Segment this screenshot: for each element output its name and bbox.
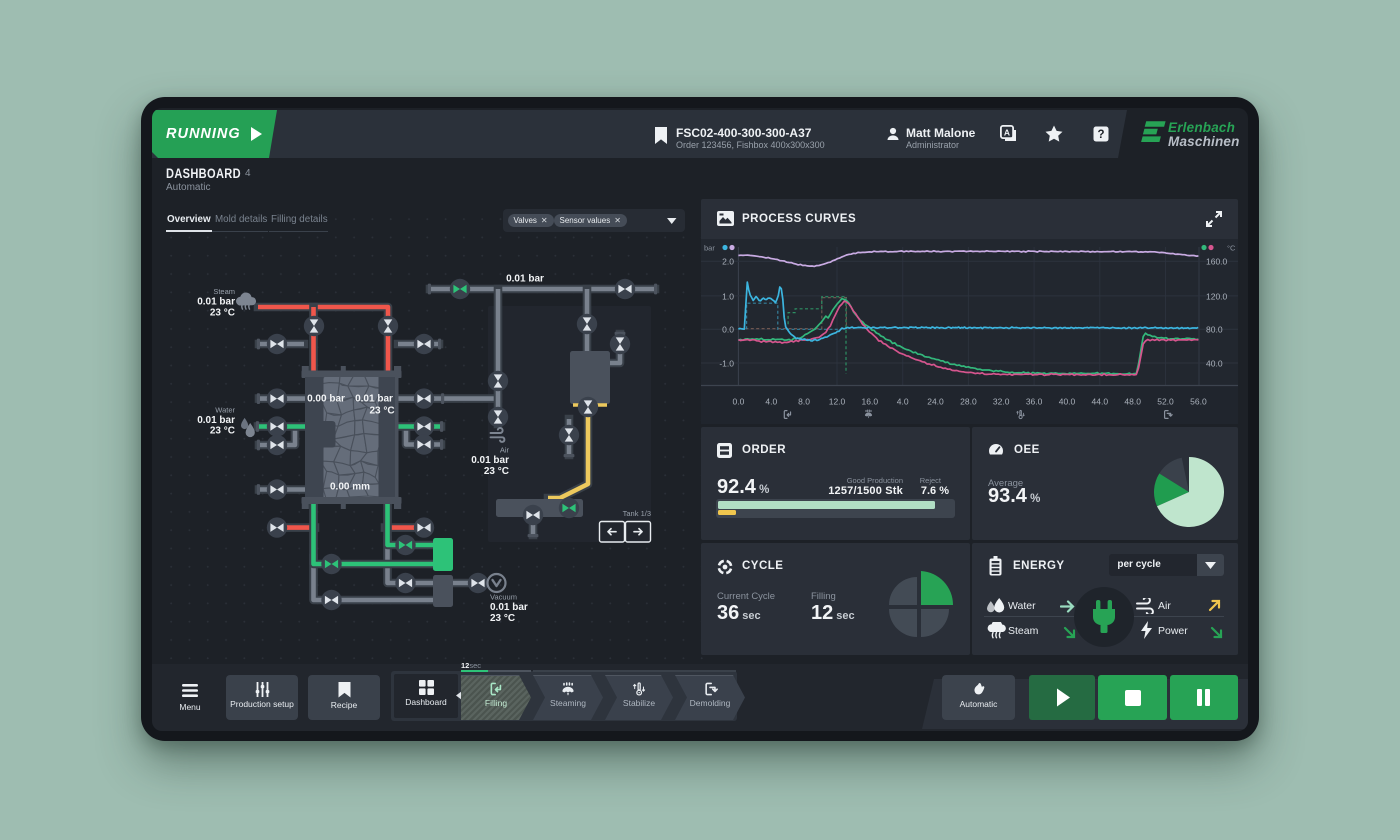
svg-text:23 °C: 23 °C bbox=[210, 308, 235, 319]
svg-text:0.01 bar: 0.01 bar bbox=[490, 602, 528, 613]
svg-text:?: ? bbox=[1097, 129, 1104, 141]
svg-text:0.00 bar: 0.00 bar bbox=[307, 394, 345, 405]
svg-text:A: A bbox=[1004, 128, 1010, 138]
svg-text:23 °C: 23 °C bbox=[484, 466, 509, 477]
svg-text:52.0: 52.0 bbox=[1157, 397, 1174, 407]
svg-text:16.0: 16.0 bbox=[862, 397, 879, 407]
svg-text:24.0: 24.0 bbox=[927, 397, 944, 407]
svg-text:0.01 bar: 0.01 bar bbox=[197, 415, 235, 426]
svg-text:23 °C: 23 °C bbox=[210, 426, 235, 437]
svg-text:8.0: 8.0 bbox=[798, 397, 810, 407]
svg-text:°C: °C bbox=[1227, 244, 1236, 253]
svg-text:Tank 1/3: Tank 1/3 bbox=[623, 509, 651, 518]
svg-text:0.01 bar: 0.01 bar bbox=[506, 274, 544, 285]
svg-text:56.0: 56.0 bbox=[1190, 397, 1207, 407]
svg-text:23 °C: 23 °C bbox=[369, 406, 394, 417]
svg-text:0.0: 0.0 bbox=[732, 397, 744, 407]
svg-text:0.01 bar: 0.01 bar bbox=[355, 394, 393, 405]
svg-text:1.0: 1.0 bbox=[722, 291, 734, 301]
svg-text:4.0: 4.0 bbox=[765, 397, 777, 407]
svg-text:48.0: 48.0 bbox=[1124, 397, 1141, 407]
svg-text:Steam: Steam bbox=[213, 287, 235, 296]
svg-text:40.0: 40.0 bbox=[1206, 358, 1223, 368]
svg-text:Air: Air bbox=[500, 446, 510, 455]
svg-text:36.0: 36.0 bbox=[1026, 397, 1043, 407]
svg-text:0.01 bar: 0.01 bar bbox=[471, 455, 509, 466]
svg-text:28.0: 28.0 bbox=[960, 397, 977, 407]
svg-text:2.0: 2.0 bbox=[722, 257, 734, 267]
svg-text:0.0: 0.0 bbox=[722, 325, 734, 335]
svg-text:Vacuum: Vacuum bbox=[490, 593, 517, 602]
svg-text:0.00 mm: 0.00 mm bbox=[330, 482, 370, 493]
svg-text:0.01 bar: 0.01 bar bbox=[197, 297, 235, 308]
svg-text:40.0: 40.0 bbox=[1059, 397, 1076, 407]
svg-text:12.0: 12.0 bbox=[829, 397, 846, 407]
svg-text:bar: bar bbox=[704, 244, 715, 253]
svg-text:80.0: 80.0 bbox=[1206, 325, 1223, 335]
svg-text:4.0: 4.0 bbox=[897, 397, 909, 407]
svg-text:Water: Water bbox=[215, 406, 235, 415]
svg-text:-1.0: -1.0 bbox=[719, 358, 734, 368]
svg-text:120.0: 120.0 bbox=[1206, 291, 1228, 301]
svg-text:160.0: 160.0 bbox=[1206, 257, 1228, 267]
svg-text:32.0: 32.0 bbox=[993, 397, 1010, 407]
svg-text:23 °C: 23 °C bbox=[490, 613, 515, 624]
svg-text:44.0: 44.0 bbox=[1092, 397, 1109, 407]
